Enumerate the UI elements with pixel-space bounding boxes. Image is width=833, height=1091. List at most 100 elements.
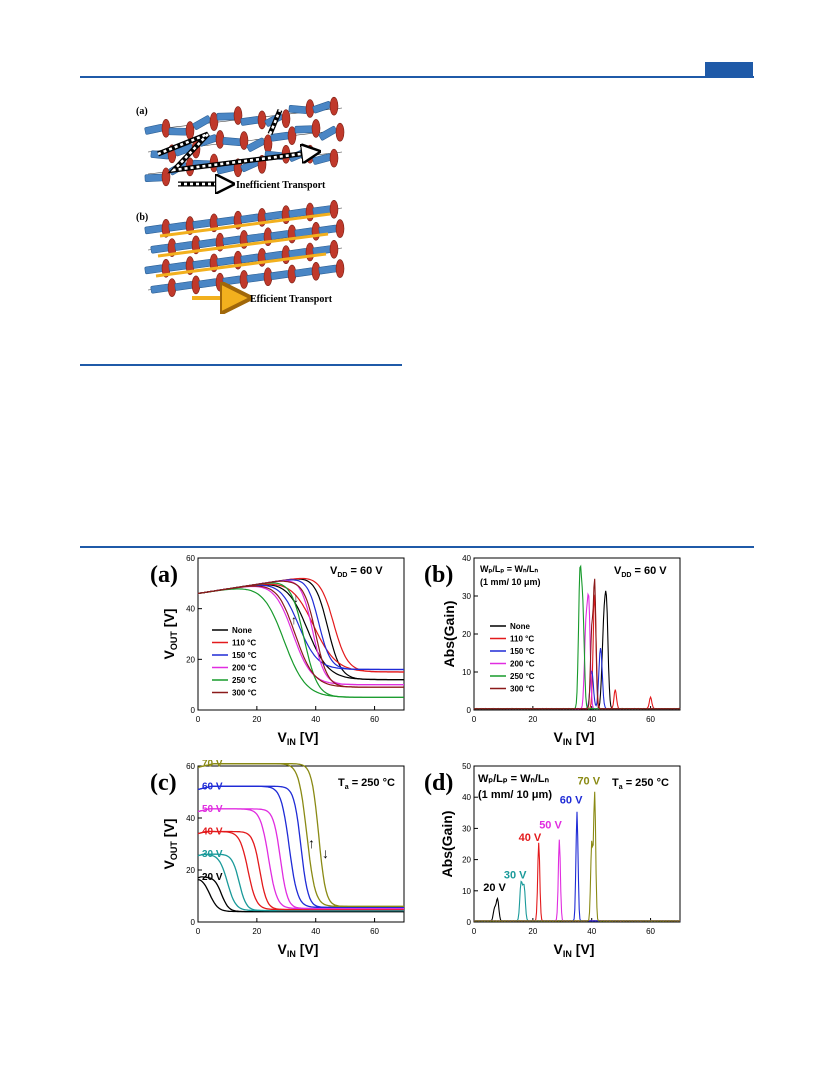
plot-frame [197, 765, 405, 923]
x-tick-label: 40 [587, 715, 596, 724]
y-axis-label: VOUT [V] [161, 609, 179, 660]
side-chain-disc [311, 119, 321, 138]
thiophene-rod [198, 238, 218, 249]
ratio-annotation: Wₚ/Lₚ = Wₙ/Lₙ [478, 773, 550, 785]
ratio-annotation: Wₚ/Lₚ = Wₙ/Lₙ [480, 564, 539, 574]
series-label: 50 V [202, 804, 223, 815]
legend-label: 300 °C [232, 689, 257, 698]
thiophene-rod [144, 264, 164, 275]
legend-label: 200 °C [510, 660, 535, 669]
series-label: 30 V [202, 849, 223, 860]
side-chain-disc [209, 112, 219, 131]
series-label: 60 V [560, 794, 583, 806]
thiophene-rod [270, 131, 290, 142]
y-axis-label: VOUT [V] [161, 819, 179, 870]
y-axis-label: Abs(Gain) [439, 811, 455, 878]
header-rule [80, 76, 754, 78]
legend-label: 150 °C [510, 647, 535, 656]
y-tick-label: 0 [191, 918, 196, 927]
side-chain-disc [239, 131, 249, 150]
thiophene-rod [144, 224, 164, 235]
vtc-reverse [197, 878, 404, 913]
x-tick-label: 60 [646, 927, 655, 936]
gain-curve [473, 564, 681, 710]
gain-curve [473, 896, 681, 922]
plot-frame [197, 557, 405, 711]
vtc-reverse [197, 584, 404, 681]
side-chain-disc [257, 110, 267, 130]
side-chain-disc [191, 275, 201, 295]
transport-arrow [159, 212, 331, 238]
x-tick-label: 20 [252, 927, 261, 936]
thiophene-rod [318, 224, 338, 235]
side-chain-disc [239, 270, 249, 289]
vtc-reverse [197, 808, 404, 910]
side-chain-disc [311, 262, 321, 281]
panel-b-label: (b) [424, 562, 453, 588]
ordered-packing [144, 199, 345, 297]
chart-a: (a) 0 20 40 60 0 20 40 60 None 110 °C 150 °C 200 °… [150, 554, 405, 747]
x-axis-label: VIN [V] [278, 729, 319, 747]
side-chain-disc [263, 267, 273, 287]
y-tick-label: 40 [186, 605, 195, 614]
thiophene-rod [318, 264, 338, 275]
vtc-reverse [197, 785, 404, 909]
legend-label: 250 °C [232, 676, 257, 685]
series-label: 70 V [202, 760, 223, 770]
figure-divider-rule [80, 546, 754, 548]
series-label: 50 V [539, 819, 562, 831]
panel-a-label: (a) [150, 562, 178, 588]
thiophene-rod [168, 221, 188, 232]
side-chain-disc [215, 272, 225, 292]
y-tick-label: 40 [186, 814, 195, 823]
vtc-reverse [197, 588, 404, 698]
thiophene-rod [192, 115, 212, 130]
series-label: 20 V [202, 872, 223, 883]
series-label: 20 V [483, 882, 506, 894]
side-chain-disc [305, 242, 315, 262]
vtc-forward [197, 808, 404, 910]
x-tick-label: 40 [311, 715, 320, 724]
thiophene-rod [222, 137, 242, 147]
thiophene-rod [294, 267, 314, 278]
ta-annotation: Ta = 250 °C [612, 777, 669, 791]
thiophene-rod [240, 213, 260, 224]
x-tick-label: 60 [370, 927, 379, 936]
inefficient-transport-label: Inefficient Transport [236, 180, 326, 191]
chart-b: (b) 0 20 40 60 0 10 20 30 40 None 110 °C 150 °C 200… [424, 554, 681, 747]
thiophene-rod [174, 241, 194, 251]
chart-c: (c) 0 20 40 60 0 20 40 60 20 V 30 V 40 V 50 V 60 V 7… [150, 760, 405, 959]
side-chain-disc [161, 167, 171, 187]
thiophene-rod [192, 219, 212, 229]
hopping-path-dash [157, 132, 316, 172]
thiophene-rod [246, 272, 266, 283]
curves [197, 577, 404, 698]
legend: None 110 °C 150 °C 200 °C 250 °C 300 °C [212, 626, 257, 698]
packing-scheme-figure: (a) Inefficient Transport (b) Efficient … [136, 96, 345, 314]
thiophene-rod [144, 124, 164, 135]
gain-curve [473, 578, 681, 710]
thiophene-rod [240, 116, 260, 126]
y-tick-label: 20 [186, 655, 195, 664]
y-tick-label: 60 [186, 554, 195, 563]
thiophene-rod [150, 243, 170, 254]
x-axis-label: VIN [V] [278, 941, 319, 959]
series-label: 60 V [202, 781, 223, 792]
vdd-annotation: VDD = 60 V [330, 565, 383, 579]
y-tick-label: 20 [462, 630, 471, 639]
scheme-divider-rule [80, 364, 402, 366]
x-tick-label: 60 [646, 715, 655, 724]
series-label: 30 V [504, 869, 527, 881]
series-label: 70 V [577, 776, 600, 788]
thiophene-rod [318, 125, 338, 141]
y-tick-label: 10 [462, 668, 471, 677]
panel-d-label: (d) [424, 770, 453, 796]
side-chain-disc [161, 119, 171, 138]
series-label: 40 V [519, 832, 542, 844]
up-sweep-arrow: ↑ [308, 835, 315, 851]
y-tick-label: 0 [467, 918, 472, 927]
plot-frame [473, 765, 681, 923]
x-tick-label: 20 [252, 715, 261, 724]
gain-curve [473, 811, 681, 922]
y-axis-label: Abs(Gain) [441, 601, 457, 668]
